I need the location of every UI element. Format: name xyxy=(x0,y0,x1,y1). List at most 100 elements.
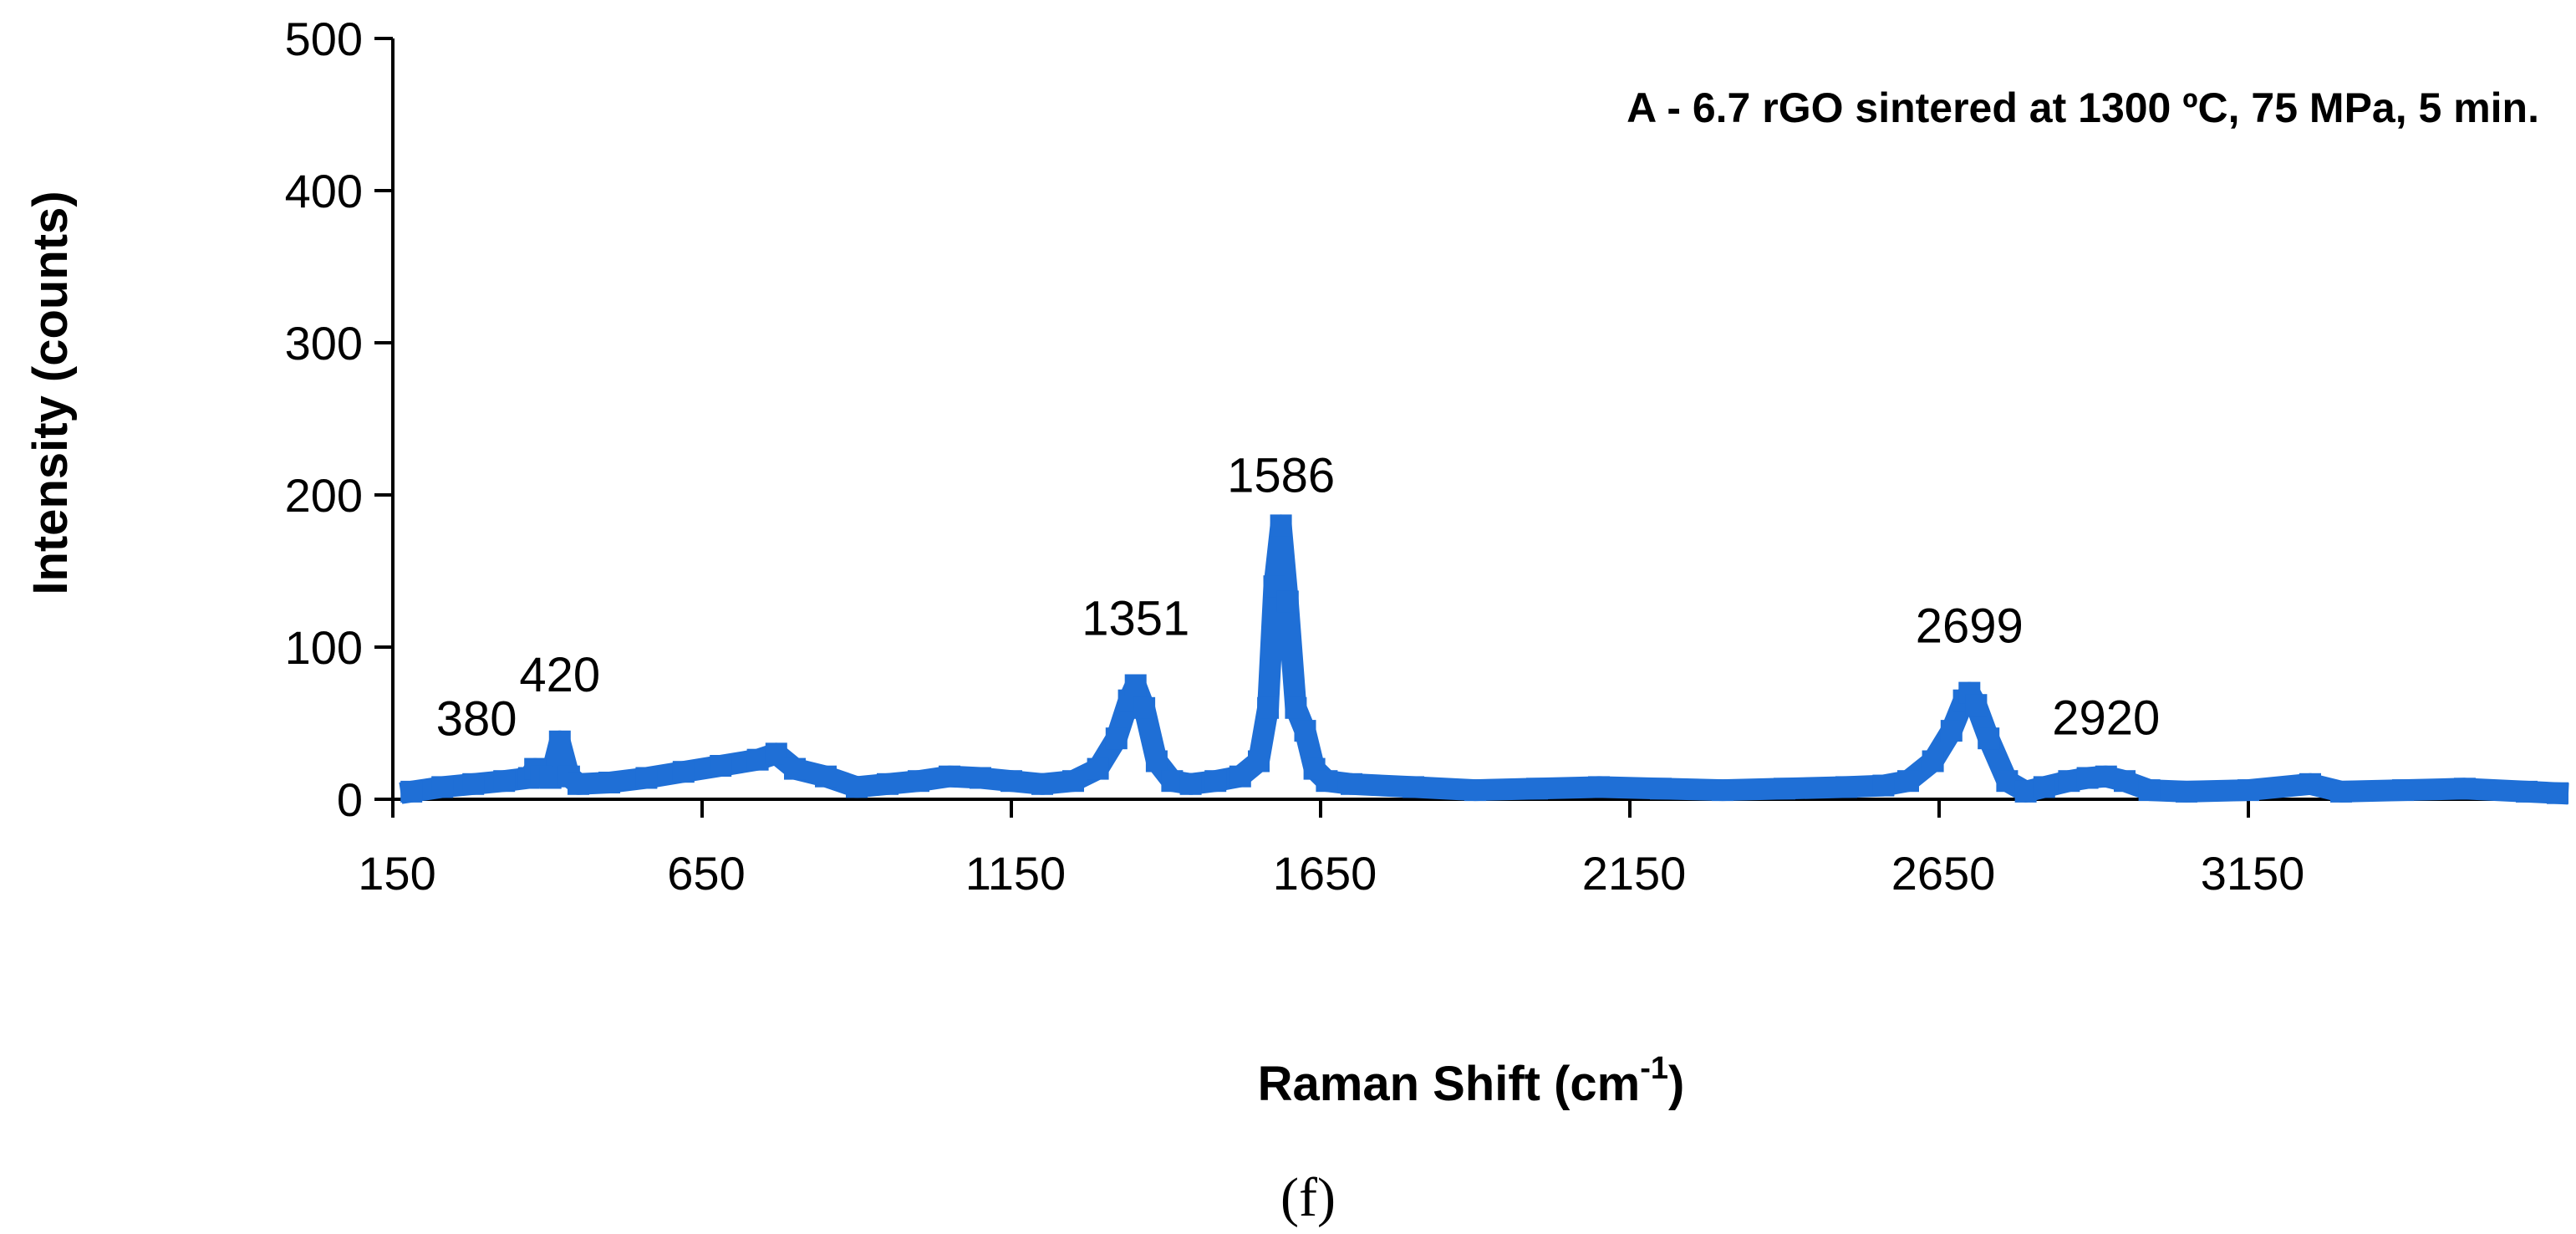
data-point xyxy=(1996,770,2019,793)
peak-label: 1586 xyxy=(1227,448,1335,502)
data-point xyxy=(2138,779,2161,802)
data-point xyxy=(1712,779,1733,802)
data-point xyxy=(1341,773,1362,795)
peak-label: 420 xyxy=(519,648,600,702)
data-point xyxy=(462,773,485,795)
data-point xyxy=(1161,770,1184,793)
data-point xyxy=(1062,770,1084,793)
data-point xyxy=(2516,780,2538,803)
data-point xyxy=(431,776,454,798)
data-point xyxy=(672,761,695,783)
x-axis-title-main: Raman Shift (cm xyxy=(1258,1057,1641,1111)
data-point xyxy=(1464,779,1486,802)
data-point xyxy=(1922,750,1944,773)
data-point xyxy=(877,773,899,795)
data-point xyxy=(2176,780,2197,803)
x-axis-title-superscript: -1 xyxy=(1640,1051,1668,1086)
x-tick-label: 2650 xyxy=(1891,847,1996,900)
data-point xyxy=(1000,770,1022,793)
peak-label: 2699 xyxy=(1916,599,2024,654)
data-point xyxy=(939,765,960,788)
data-point xyxy=(1229,765,1251,788)
data-point xyxy=(1835,776,1857,798)
data-point xyxy=(1316,770,1338,793)
data-point xyxy=(1940,720,1963,742)
data-point xyxy=(1285,696,1307,719)
data-point xyxy=(765,742,787,765)
data-point xyxy=(2330,780,2352,803)
data-point xyxy=(1294,720,1316,742)
data-point xyxy=(2392,779,2414,802)
data-point xyxy=(1872,774,1895,797)
data-point xyxy=(635,767,658,789)
y-tick-label: 300 xyxy=(285,317,363,370)
data-point xyxy=(2014,780,2037,803)
data-point xyxy=(1257,696,1280,719)
data-point xyxy=(746,748,769,771)
data-point xyxy=(2299,773,2321,795)
x-axis-title-close: ) xyxy=(1668,1057,1684,1111)
data-point xyxy=(1105,727,1128,750)
data-point xyxy=(1276,590,1299,613)
x-tick-label: 2150 xyxy=(1582,847,1687,900)
data-point xyxy=(1145,750,1168,773)
y-tick-label: 100 xyxy=(285,621,363,674)
data-point xyxy=(908,770,929,793)
y-tick-label: 0 xyxy=(337,773,363,826)
data-point xyxy=(1897,770,1919,793)
data-point xyxy=(1965,694,1988,716)
x-tick-label: 1650 xyxy=(1273,847,1377,900)
data-point xyxy=(2547,782,2568,804)
data-point xyxy=(1650,778,1672,800)
y-tick-label: 400 xyxy=(285,165,363,217)
data-point xyxy=(1204,770,1227,793)
data-point xyxy=(846,776,868,798)
data-point xyxy=(1978,727,2000,750)
data-point xyxy=(1087,757,1109,780)
peak-label: 1351 xyxy=(1082,592,1189,646)
chart-title: A - 6.7 rGO sintered at 1300 ºC, 75 MPa,… xyxy=(1627,84,2539,131)
y-tick-label: 200 xyxy=(285,469,363,522)
data-point xyxy=(2114,770,2136,793)
x-tick-label: 1150 xyxy=(965,847,1066,900)
data-point xyxy=(2237,779,2259,802)
axes xyxy=(391,38,2558,801)
data-point xyxy=(1588,776,1610,798)
x-tick-label: 150 xyxy=(358,847,435,900)
data-point xyxy=(710,755,732,777)
data-point xyxy=(2033,776,2055,798)
data-point xyxy=(1179,773,1202,795)
data-point xyxy=(1124,674,1147,696)
y-ticks: 0 100 200 300 400 500 xyxy=(285,13,393,826)
data-point xyxy=(2095,765,2117,788)
data-point xyxy=(970,767,991,789)
data-point xyxy=(598,772,620,793)
series-line xyxy=(399,514,2569,805)
x-axis-title: Raman Shift (cm-1) xyxy=(1258,1051,1685,1111)
data-point xyxy=(2058,770,2080,793)
data-point xyxy=(493,770,516,793)
x-tick-label: 650 xyxy=(667,847,745,900)
data-point xyxy=(2454,778,2476,800)
data-point xyxy=(1248,750,1270,773)
y-axis-title: Intensity (counts) xyxy=(23,191,78,594)
data-point xyxy=(784,757,806,780)
data-point xyxy=(400,780,423,803)
data-point xyxy=(2076,767,2099,789)
data-point xyxy=(1403,776,1424,798)
series-group xyxy=(399,514,2569,805)
y-tick-label: 500 xyxy=(285,13,363,65)
peak-label: 2920 xyxy=(2052,691,2160,746)
data-point xyxy=(1526,778,1548,800)
peak-label: 380 xyxy=(436,692,517,747)
data-point xyxy=(1031,773,1053,795)
data-point xyxy=(1774,778,1795,800)
data-point xyxy=(539,767,562,789)
x-ticks: 150 650 1150 1650 2150 2650 3150 xyxy=(358,799,2304,900)
x-tick-label: 3150 xyxy=(2201,847,2305,900)
data-point xyxy=(1133,696,1156,719)
data-point xyxy=(568,773,589,795)
data-point xyxy=(1270,514,1292,537)
